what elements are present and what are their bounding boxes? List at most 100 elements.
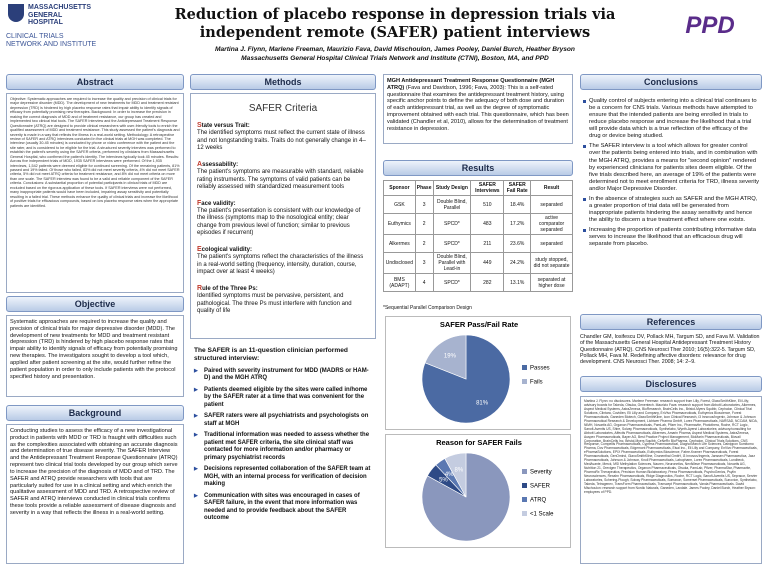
table-footnote: *Sequential Parallel Comparison Design: [383, 305, 472, 311]
legend-swatch: [522, 497, 527, 502]
table-cell: 17.2%: [503, 213, 532, 235]
poster-title: independent remote (SAFER) patient inter…: [199, 24, 591, 41]
criterion-heading: Assessability:: [197, 160, 239, 168]
results-table: Sponsor Phase Study Design SAFER Interviews…: [383, 180, 573, 292]
criterion: Rule of the Three Ps: Identified symptoms…: [197, 285, 369, 315]
methods-list: The SAFER is an 11-question clinician pe…: [190, 344, 376, 564]
table-row: GSK 3 Double Blind, Parallel 510 18.4% separa…: [383, 195, 573, 214]
column-header: Result: [530, 180, 573, 196]
table-cell: SPCD*: [432, 213, 472, 235]
criteria-box: SAFER Criteria State versus Trait: The ide…: [190, 93, 376, 339]
legend-swatch: [522, 365, 527, 370]
criterion-heading: State versus Trait:: [197, 122, 250, 129]
pie-svg: SAFER Pass/Fail Rate 81% 19% Passes Fails: [421, 320, 550, 424]
section-heading: Disclosures: [580, 376, 762, 392]
table-cell: 510: [470, 195, 505, 214]
table-cell: separated: [530, 195, 573, 214]
criterion-text: The patient's presentation is consistent…: [197, 208, 361, 236]
column-header: Study Design: [432, 180, 472, 196]
poster-title: Reduction of placebo response in depress…: [174, 6, 616, 23]
pie-label: 19%: [444, 353, 457, 359]
references-text: Chandler GM, Iosifescu DV, Pollack MH, T…: [580, 334, 760, 366]
conclusion-bullet: In the absence of strategies such as SAF…: [582, 196, 760, 224]
pie-slice: [444, 452, 467, 498]
pie-label: 5%: [439, 477, 448, 483]
table-cell: 3: [414, 252, 434, 274]
table-cell: separated: [530, 234, 573, 253]
atrq-lead: MGH Antidepressant Treatment Response Qu…: [387, 78, 555, 91]
table-cell: 13.1%: [503, 273, 532, 292]
pie-slice: [424, 334, 467, 380]
criterion: State versus Trait: The identified sympto…: [197, 122, 369, 152]
table-cell: 4: [414, 273, 434, 292]
table-row: BMS (ADAPT) 4 SPCD* 282 13.1% separated at hi…: [383, 273, 573, 292]
methods-bullet: Communication with sites was encouraged …: [194, 493, 372, 523]
logo-sub: CLINICAL TRIALS NETWORK AND INSTITUTE: [6, 33, 97, 49]
criterion-text: The patient's symptoms reflect the chara…: [197, 254, 364, 275]
pie-chart: SAFER Pass/Fail Rate 81% 19% Passes Fails: [385, 316, 571, 430]
criterion: Assessability: The patient's symptoms are…: [197, 161, 369, 191]
column-header: SAFER Fail Rate: [503, 180, 532, 196]
table-cell: Alkermes: [383, 234, 416, 253]
criterion: Ecological validity: The patient's sympto…: [197, 246, 369, 276]
section-heading: References: [580, 314, 762, 330]
legend-swatch: [522, 511, 527, 516]
criterion-heading: Face validity:: [197, 199, 236, 207]
pie-label: 81%: [476, 401, 489, 407]
table-cell: Euthymics: [383, 213, 416, 235]
column-header: Phase: [414, 180, 434, 196]
logo-right: PPD: [685, 12, 735, 39]
disclosures-text: Martina J. Flynn: no disclosures. Marlen…: [580, 396, 762, 564]
chart-title: SAFER Pass/Fail Rate: [440, 320, 518, 329]
methods-bullet: Paired with severity instrument for MDD …: [194, 368, 372, 383]
objective-text: Systematic approaches are required to in…: [6, 315, 184, 397]
table-row: Undisclosed 3 Double Blind, Parallel with …: [383, 252, 573, 274]
legend-label: SAFER: [530, 484, 551, 490]
criterion-text: Identified symptoms must be pervasive, p…: [197, 293, 352, 314]
criterion-text: The patient's symptoms are measurable wi…: [197, 169, 364, 190]
methods-bullet: SAFER raters were all psychiatrists and …: [194, 413, 372, 428]
legend-label: <1 Scale: [530, 512, 554, 518]
pie-label: 4%: [445, 472, 454, 478]
table-cell: Undisclosed: [383, 252, 416, 274]
table-cell: 2: [414, 234, 434, 253]
legend-label: ATRQ: [530, 498, 547, 504]
column-header: SAFER Interviews: [470, 180, 505, 196]
legend-swatch: [522, 469, 527, 474]
conclusions-list: Quality control of subjects entering int…: [580, 96, 762, 306]
logo-text: MASSACHUSETTS GENERAL HOSPITAL: [28, 4, 92, 27]
chart-title: Reason for SAFER Fails: [436, 438, 522, 447]
affiliation: Massachusetts General Hospital Clinical …: [241, 55, 549, 62]
pie-chart: Reason for SAFER Fails 5% 4% 8% Severity SAFE…: [385, 434, 571, 548]
logo-left: MASSACHUSETTS GENERAL HOSPITAL CLINICAL T…: [6, 4, 126, 60]
table-row: Alkermes 2 SPCD* 211 23.6% separated: [383, 234, 573, 253]
table-cell: Double Blind, Parallel: [432, 195, 472, 214]
section-heading: Background: [6, 405, 184, 421]
table-cell: SPCD*: [432, 273, 472, 292]
table-cell: active comparator separated: [530, 213, 573, 235]
legend-swatch: [522, 483, 527, 488]
pie-slice: [421, 452, 511, 542]
legend-label: Passes: [530, 366, 550, 372]
criterion: Face validity: The patient's presentation…: [197, 200, 369, 237]
pie-slice: [421, 334, 511, 424]
table-cell: 282: [470, 273, 505, 292]
table-cell: 2: [414, 213, 434, 235]
pie-svg: Reason for SAFER Fails 5%4%8% Severity SAFE…: [421, 438, 554, 542]
methods-intro: The SAFER is an 11-question clinician pe…: [194, 347, 348, 362]
table-cell: separated at higher dose: [530, 273, 573, 292]
section-heading: Objective: [6, 296, 184, 312]
table-cell: 24.2%: [503, 252, 532, 274]
table-cell: 23.6%: [503, 234, 532, 253]
background-text: Conducting studies to assess the efficac…: [6, 424, 184, 564]
conclusion-bullet: Quality control of subjects entering int…: [582, 98, 760, 140]
table-cell: Double Blind, Parallel with Lead-in: [432, 252, 472, 274]
table-cell: 483: [470, 213, 505, 235]
table-cell: SPCD*: [432, 234, 472, 253]
table-cell: study stopped, did not separate: [530, 252, 573, 274]
section-heading: Conclusions: [580, 74, 762, 90]
section-heading: Methods: [190, 74, 376, 90]
table-cell: 449: [470, 252, 505, 274]
table-cell: BMS (ADAPT): [383, 273, 416, 292]
